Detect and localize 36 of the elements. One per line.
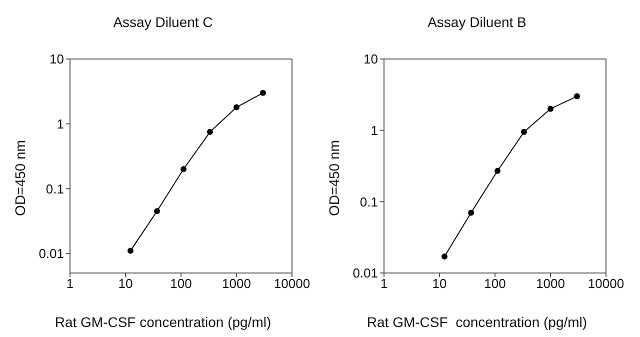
y-tick-label: 1: [370, 122, 378, 138]
y-axis-title: OD=450 nm: [326, 140, 342, 216]
x-tick-label: 1: [66, 276, 74, 292]
x-tick-label: 10000: [588, 276, 624, 292]
point: [494, 168, 501, 174]
point: [520, 128, 527, 135]
x-axis-title: Rat GM-CSF concentration (pg/ml): [54, 314, 272, 330]
point: [234, 104, 240, 110]
point: [206, 128, 213, 135]
y-axis-title: OD=450 nm: [12, 140, 28, 216]
x-tick-label: 10: [118, 276, 133, 292]
x-axis-title: Rat GM-CSF concentration (pg/ml): [366, 314, 588, 330]
point: [180, 166, 187, 172]
point: [574, 93, 580, 100]
point: [441, 254, 448, 260]
x-tick-label: 100: [484, 276, 506, 292]
x-tick-label: 100: [170, 276, 192, 292]
y-tick-label: 10: [50, 52, 64, 67]
point: [260, 90, 266, 96]
y-tick-label: 0.1: [360, 194, 378, 210]
x-tick-label: 1: [380, 276, 388, 292]
y-tick-label: 10: [364, 52, 378, 67]
x-tick-label: 10000: [274, 276, 310, 292]
point: [468, 210, 474, 216]
y-tick-label: 1: [56, 116, 64, 132]
x-tick-label: 10: [432, 276, 447, 292]
x-tick-label: 1000: [536, 276, 565, 292]
y-tick-label: 0.01: [38, 246, 64, 262]
y-tick-label: 0.1: [46, 181, 64, 196]
y-tick-label: 0.01: [352, 266, 378, 281]
point: [127, 248, 134, 254]
point: [548, 106, 554, 112]
point: [154, 208, 160, 214]
chart-title: Assay Diluent B: [426, 14, 528, 30]
chart-title: Assay Diluent C: [112, 14, 214, 30]
x-tick-label: 1000: [222, 276, 251, 292]
